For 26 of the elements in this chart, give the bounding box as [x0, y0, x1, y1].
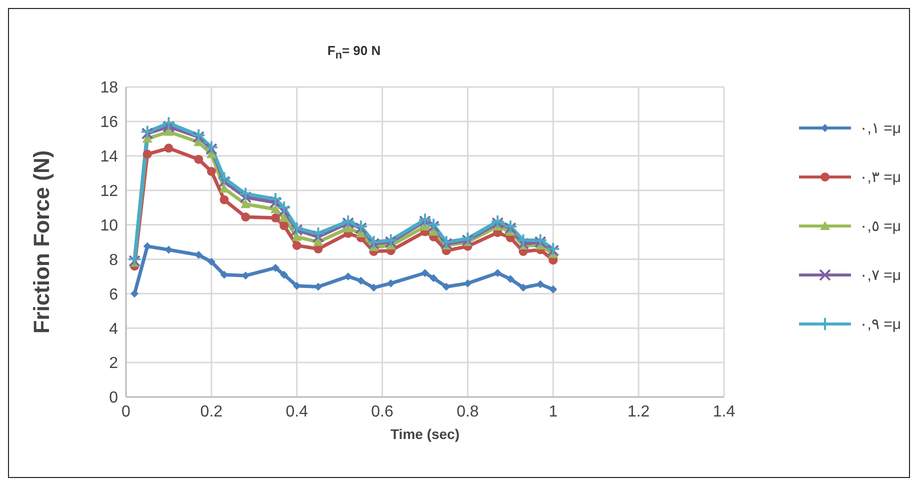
legend-label: ٠,٧ =μ — [859, 266, 901, 284]
y-axis-title: Friction Force (N) — [28, 150, 54, 334]
x-tick-label: 0.6 — [371, 403, 394, 420]
chart-title: F$_{n}$= 90 N — [326, 43, 382, 62]
y-tick-label: 14 — [100, 148, 118, 166]
x-tick-label: 0.4 — [286, 403, 308, 420]
y-tick-label: 18 — [100, 80, 118, 97]
x-tick-label: 1 — [548, 403, 558, 420]
legend-label: ٠,١ =μ — [859, 119, 901, 137]
y-tick-label: 16 — [100, 114, 118, 132]
y-tick-label: 4 — [109, 320, 118, 338]
x-tick-label: 1.4 — [712, 403, 736, 420]
legend-label: ٠,٩ =μ — [859, 315, 901, 333]
legend-label: ٠,٣ =μ — [859, 168, 901, 186]
y-tick-label: 12 — [100, 183, 118, 200]
y-tick-label: 8 — [109, 252, 118, 269]
y-tick-label: 6 — [109, 286, 118, 304]
x-tick-label: 0.8 — [456, 403, 479, 420]
x-axis-title: Time (sec) — [390, 426, 460, 442]
x-tick-label: 0.2 — [200, 403, 223, 420]
x-tick-label: 1.2 — [627, 403, 650, 420]
y-tick-label: 10 — [100, 217, 118, 234]
y-tick-label: 0 — [109, 390, 118, 407]
legend-label: ٠,٥ =μ — [859, 217, 901, 235]
x-tick-label: 0 — [122, 403, 131, 420]
y-tick-label: 2 — [109, 355, 118, 372]
